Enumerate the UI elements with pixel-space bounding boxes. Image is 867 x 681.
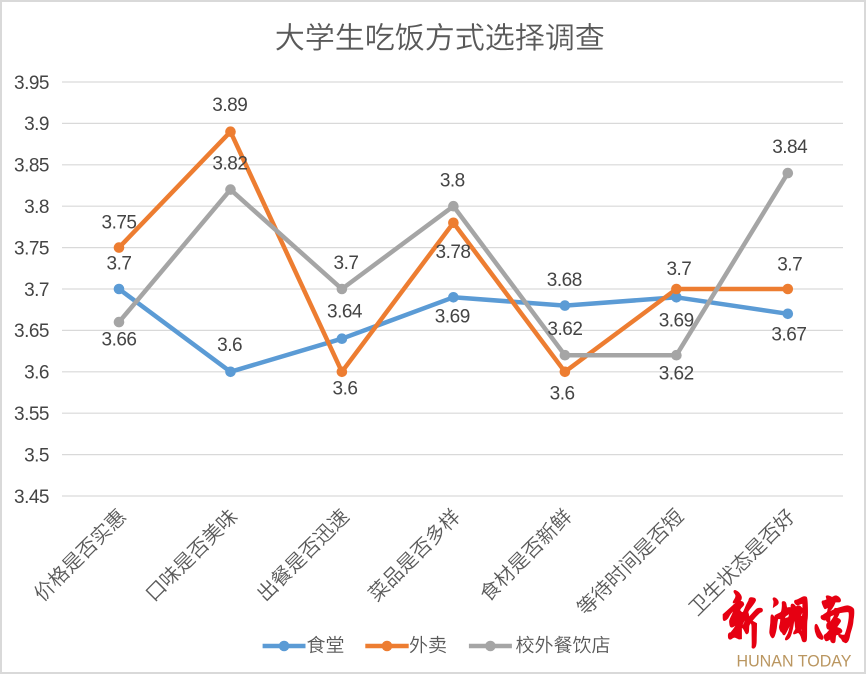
svg-text:3.8: 3.8 xyxy=(440,170,465,191)
svg-text:3.62: 3.62 xyxy=(547,319,582,340)
svg-text:3.85: 3.85 xyxy=(14,156,49,177)
svg-text:3.5: 3.5 xyxy=(24,445,49,466)
svg-text:3.62: 3.62 xyxy=(659,363,694,384)
svg-text:HUNAN TODAY: HUNAN TODAY xyxy=(737,652,852,671)
svg-text:3.6: 3.6 xyxy=(24,363,49,384)
svg-text:3.7: 3.7 xyxy=(24,280,49,301)
svg-text:3.78: 3.78 xyxy=(436,242,471,263)
svg-text:3.64: 3.64 xyxy=(327,302,363,323)
svg-text:3.69: 3.69 xyxy=(659,310,694,331)
svg-text:3.89: 3.89 xyxy=(212,95,247,116)
svg-text:3.82: 3.82 xyxy=(212,153,247,174)
svg-text:3.69: 3.69 xyxy=(435,306,470,327)
svg-text:3.6: 3.6 xyxy=(550,383,575,404)
svg-text:3.7: 3.7 xyxy=(107,254,132,275)
svg-text:3.8: 3.8 xyxy=(24,197,49,218)
svg-text:3.9: 3.9 xyxy=(24,114,49,135)
svg-text:3.95: 3.95 xyxy=(14,73,49,94)
svg-text:3.75: 3.75 xyxy=(102,213,137,234)
svg-text:3.7: 3.7 xyxy=(777,254,802,275)
svg-text:3.68: 3.68 xyxy=(547,270,582,291)
svg-text:3.6: 3.6 xyxy=(217,335,242,356)
svg-text:3.84: 3.84 xyxy=(772,137,808,158)
svg-text:3.6: 3.6 xyxy=(333,379,358,400)
svg-text:3.75: 3.75 xyxy=(14,238,49,259)
svg-text:3.7: 3.7 xyxy=(334,253,359,274)
svg-text:3.65: 3.65 xyxy=(14,321,49,342)
svg-text:3.7: 3.7 xyxy=(666,259,691,280)
svg-text:3.55: 3.55 xyxy=(14,404,49,425)
svg-text:3.67: 3.67 xyxy=(771,324,806,345)
svg-text:3.66: 3.66 xyxy=(102,329,137,350)
svg-text:3.45: 3.45 xyxy=(14,487,49,508)
